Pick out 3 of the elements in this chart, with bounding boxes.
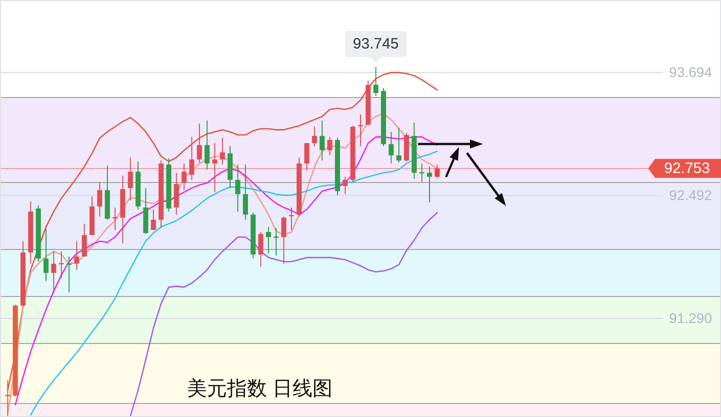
annotation: 93.745: [352, 35, 399, 52]
ref-line-label: 92.753: [664, 160, 710, 177]
title: 美元指数 日线图: [187, 378, 333, 400]
